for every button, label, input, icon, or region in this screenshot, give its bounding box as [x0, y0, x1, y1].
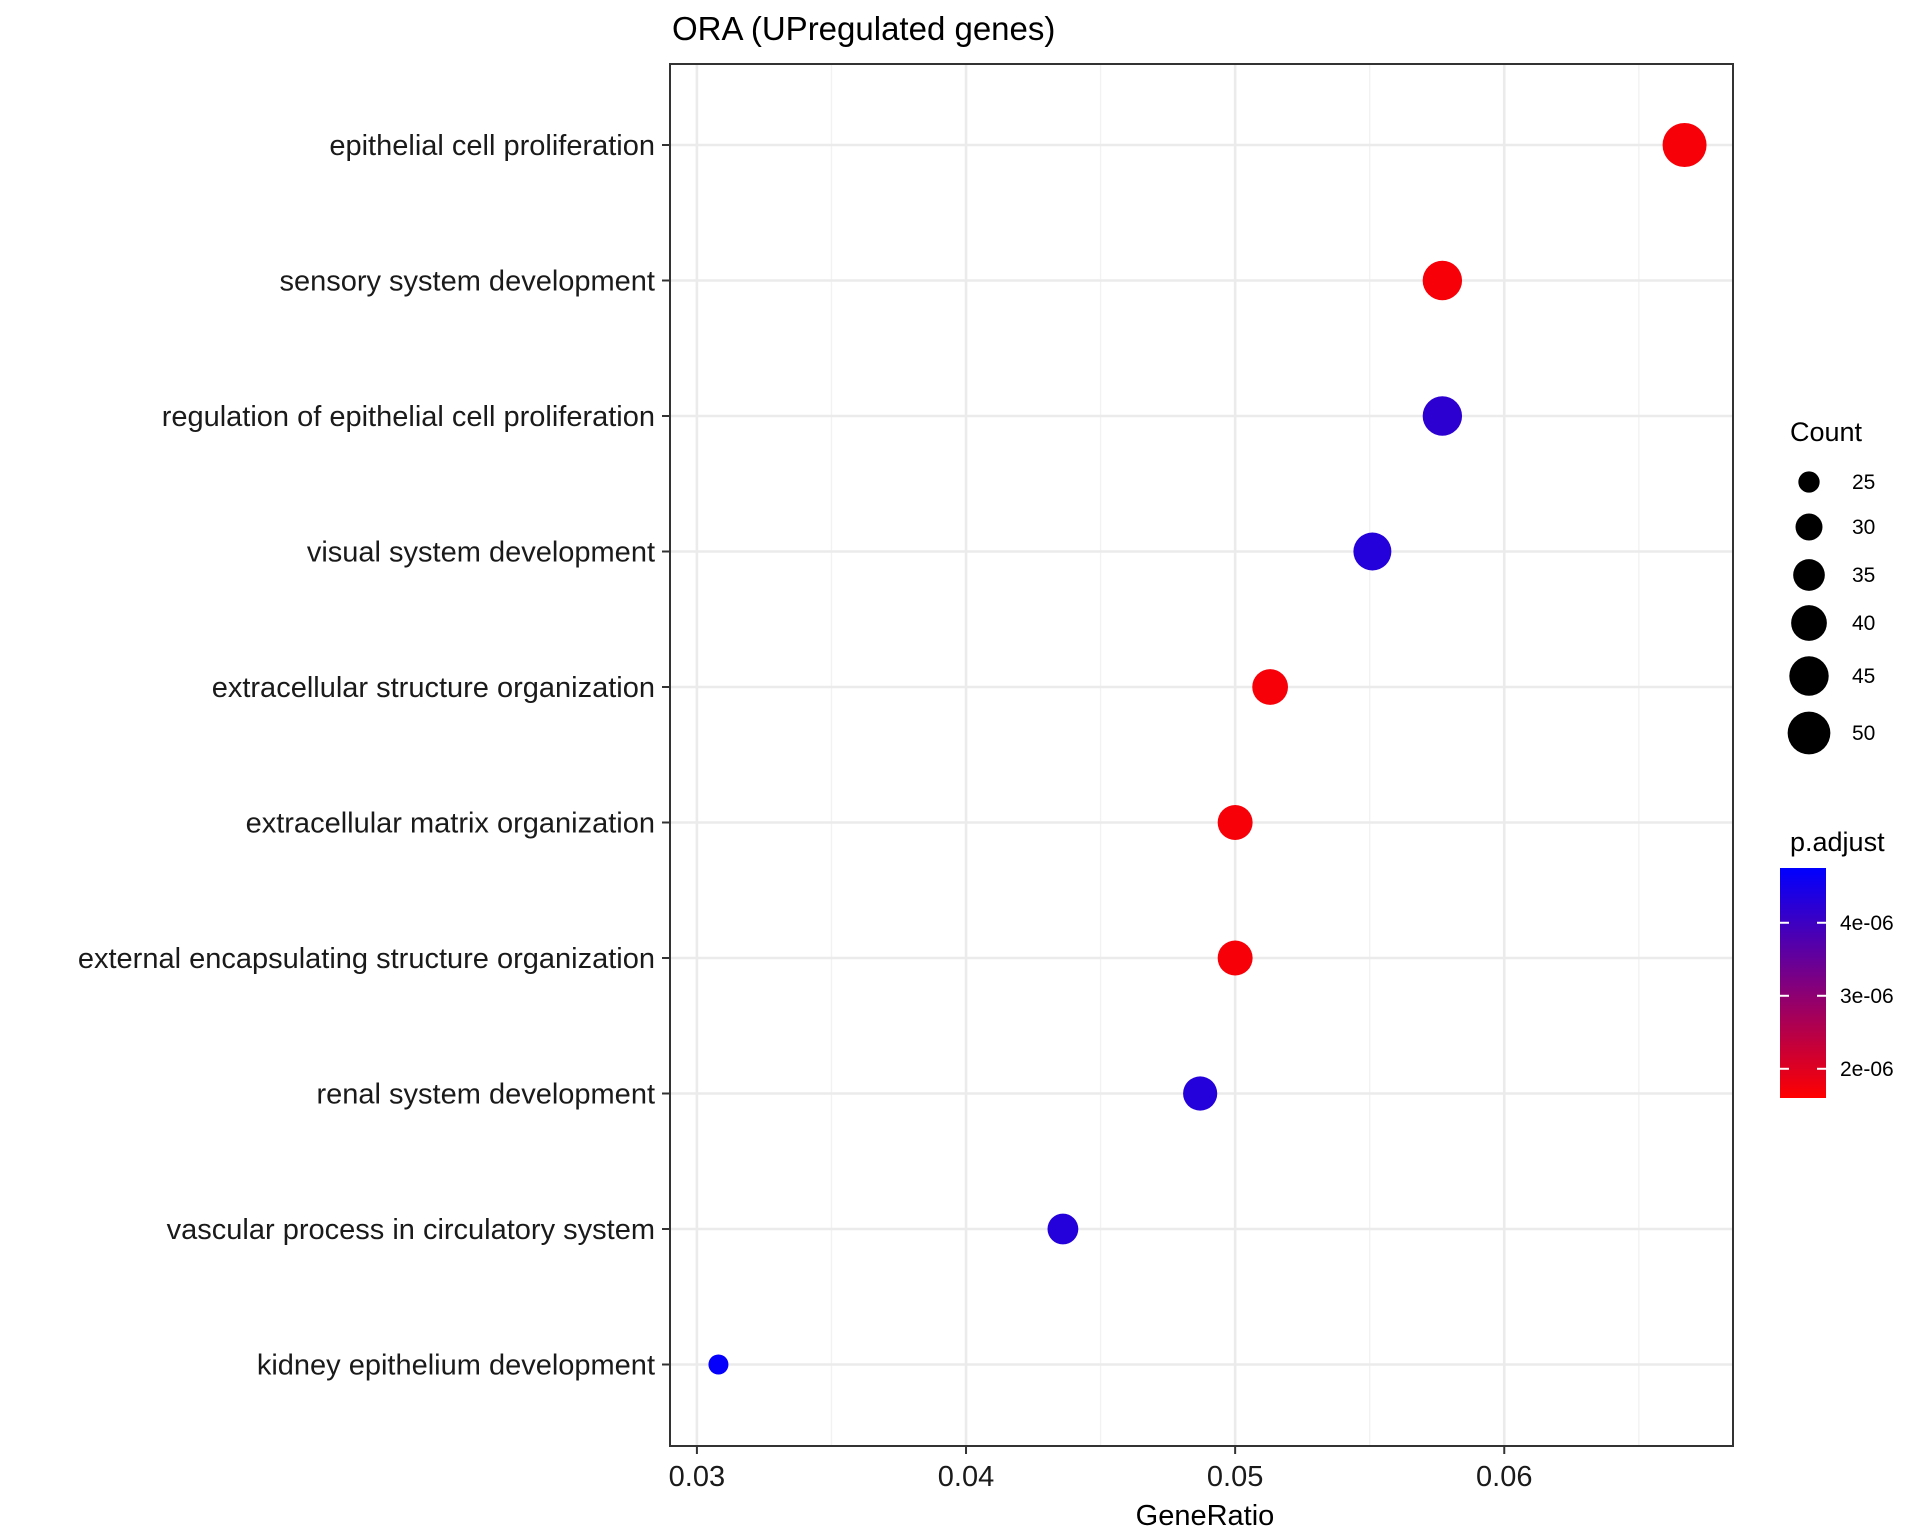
y-axis-label: renal system development	[317, 1079, 656, 1111]
count-legend-key	[1791, 605, 1827, 641]
chart-title: ORA (UPregulated genes)	[672, 10, 1055, 47]
p-adjust-legend: p.adjust 2e-06 3e-06 4e-06	[1780, 827, 1894, 1098]
data-point	[1662, 123, 1707, 167]
colorbar-label: 4e-06	[1840, 912, 1894, 935]
y-axis-label: external encapsulating structure organiz…	[78, 943, 655, 975]
y-axis-label: vascular process in circulatory system	[167, 1214, 655, 1246]
count-legend-label: 45	[1852, 665, 1875, 688]
plot-panel	[669, 63, 1734, 1447]
data-point	[1422, 396, 1463, 436]
data-point	[708, 1354, 729, 1375]
p-adjust-legend-title: p.adjust	[1790, 827, 1885, 857]
panel-background	[670, 64, 1733, 1446]
count-legend-key	[1793, 559, 1825, 591]
count-legend-label: 40	[1852, 612, 1875, 635]
count-legend-label: 50	[1852, 722, 1875, 745]
y-axis-label: regulation of epithelial cell proliferat…	[162, 401, 655, 433]
data-point	[1217, 940, 1253, 976]
p-adjust-colorbar	[1780, 868, 1826, 1098]
y-axis-label: epithelial cell proliferation	[329, 130, 655, 162]
colorbar-label: 3e-06	[1840, 985, 1894, 1008]
x-axis-tick-label: 0.04	[938, 1461, 994, 1493]
y-axis-label: extracellular structure organization	[212, 672, 655, 704]
count-legend-key	[1787, 711, 1831, 755]
panel-border	[669, 63, 1734, 1447]
y-axis-label: visual system development	[307, 537, 655, 569]
y-axis-label: sensory system development	[279, 266, 655, 298]
count-legend: Count 25 30 35 40 45 50	[1787, 417, 1875, 755]
data-point	[1047, 1213, 1079, 1245]
data-point	[1217, 805, 1253, 840]
x-axis-tick-label: 0.05	[1207, 1461, 1263, 1493]
data-point	[1353, 532, 1392, 571]
count-legend-label: 25	[1852, 471, 1875, 494]
data-point	[1252, 669, 1288, 705]
count-legend-title: Count	[1790, 417, 1863, 447]
count-legend-key	[1798, 471, 1820, 493]
data-point	[1183, 1076, 1218, 1111]
x-axis-tick-label: 0.03	[669, 1461, 725, 1493]
count-legend-label: 35	[1852, 564, 1875, 587]
count-legend-label: 30	[1852, 516, 1875, 539]
colorbar-label: 2e-06	[1840, 1058, 1894, 1081]
x-axis-title: GeneRatio	[1136, 1500, 1275, 1532]
x-axis-tick-label: 0.06	[1476, 1461, 1532, 1493]
data-point	[1422, 260, 1463, 301]
y-axis-label: extracellular matrix organization	[246, 808, 655, 840]
count-legend-key	[1795, 513, 1823, 541]
count-legend-key	[1789, 656, 1829, 696]
y-axis-label: kidney epithelium development	[257, 1350, 655, 1382]
